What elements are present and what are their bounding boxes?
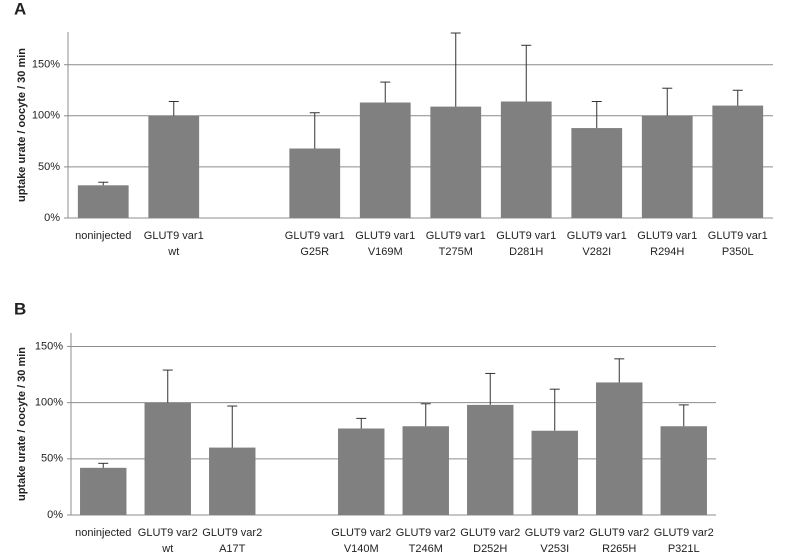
y-axis-title: uptake urate / oocyte / 30 min — [16, 347, 28, 501]
x-tick-label-line: GLUT9 var1 — [426, 230, 486, 242]
x-tick-label-line: P350L — [722, 246, 754, 258]
x-tick-label: GLUT9 var1 V282I — [567, 230, 627, 258]
bar — [80, 467, 127, 515]
x-tick-label-line: GLUT9 var1 — [637, 230, 697, 242]
x-tick-label-line: wt — [167, 246, 179, 258]
bar — [144, 402, 191, 515]
x-tick-label-line: GLUT9 var2 — [331, 527, 391, 539]
bar — [289, 148, 341, 218]
y-tick-label: 100% — [32, 110, 60, 122]
bar — [712, 105, 764, 218]
x-tick-label: noninjected — [75, 230, 131, 242]
x-tick-label-line: T275M — [439, 246, 473, 258]
bar — [148, 115, 200, 218]
x-tick-label: GLUT9 var2 P321L — [654, 527, 714, 554]
bar — [500, 101, 552, 218]
bar — [359, 102, 411, 218]
x-tick-label-line: GLUT9 var2 — [138, 527, 198, 539]
x-tick-label-line: R294H — [650, 246, 684, 258]
bar — [430, 106, 482, 218]
x-tick-label-line: wt — [161, 543, 173, 554]
y-tick-label: 50% — [41, 453, 63, 465]
x-tick-label-line: GLUT9 var2 — [589, 527, 649, 539]
bar — [467, 404, 514, 515]
x-tick-label-line: GLUT9 var2 — [202, 527, 262, 539]
x-tick-label-line: A17T — [219, 543, 246, 554]
x-tick-label-line: GLUT9 var1 — [496, 230, 556, 242]
x-tick-label-line: P321L — [668, 543, 700, 554]
x-tick-label-line: V140M — [344, 543, 379, 554]
panel-label: A — [14, 0, 26, 18]
bar — [641, 115, 693, 218]
x-tick-label: GLUT9 var1 D281H — [496, 230, 556, 258]
panel-label: B — [14, 299, 26, 318]
x-tick-label-line: R265H — [602, 543, 636, 554]
y-tick-label: 50% — [38, 161, 60, 173]
x-tick-label-line: GLUT9 var1 — [708, 230, 768, 242]
x-tick-label: GLUT9 var2 D252H — [460, 527, 520, 554]
x-tick-label-line: noninjected — [75, 527, 131, 539]
y-tick-label: 150% — [32, 59, 60, 71]
x-tick-label: GLUT9 var1 T275M — [426, 230, 486, 258]
bar — [571, 128, 623, 218]
bar — [209, 447, 256, 515]
x-tick-label: GLUT9 var1 wt — [144, 230, 204, 258]
x-tick-label-line: GLUT9 var2 — [525, 527, 585, 539]
x-tick-label: noninjected — [75, 527, 131, 539]
y-tick-label: 0% — [47, 509, 63, 521]
bar — [338, 428, 385, 515]
x-tick-label-line: V253I — [540, 543, 569, 554]
x-tick-label-line: GLUT9 var1 — [567, 230, 627, 242]
x-tick-label-line: D281H — [509, 246, 543, 258]
x-tick-label: GLUT9 var1 P350L — [708, 230, 768, 258]
x-tick-label: GLUT9 var1 R294H — [637, 230, 697, 258]
bar — [596, 382, 643, 515]
x-tick-label: GLUT9 var1 G25R — [285, 230, 345, 258]
y-tick-label: 100% — [35, 397, 63, 409]
y-tick-label: 150% — [35, 340, 63, 352]
x-tick-label-line: GLUT9 var2 — [396, 527, 456, 539]
x-tick-label: GLUT9 var2 V253I — [525, 527, 585, 554]
y-axis-title: uptake urate / oocyte / 30 min — [16, 48, 28, 202]
x-tick-label-line: V169M — [368, 246, 403, 258]
x-tick-label: GLUT9 var2 R265H — [589, 527, 649, 554]
x-tick-label-line: T246M — [409, 543, 443, 554]
x-tick-label-line: GLUT9 var1 — [285, 230, 345, 242]
y-tick-label: 0% — [44, 212, 60, 224]
bar — [402, 426, 449, 515]
x-tick-label-line: D252H — [473, 543, 507, 554]
x-tick-label: GLUT9 var2 V140M — [331, 527, 391, 554]
x-tick-label-line: GLUT9 var2 — [654, 527, 714, 539]
x-tick-label-line: noninjected — [75, 230, 131, 242]
x-tick-label-line: GLUT9 var2 — [460, 527, 520, 539]
x-tick-label-line: V282I — [582, 246, 611, 258]
bar — [77, 185, 129, 218]
x-tick-label: GLUT9 var2 A17T — [202, 527, 262, 554]
x-tick-label: GLUT9 var1 V169M — [355, 230, 415, 258]
x-tick-label-line: G25R — [300, 246, 329, 258]
x-tick-label: GLUT9 var2 T246M — [396, 527, 456, 554]
bar — [660, 426, 707, 515]
x-tick-label-line: GLUT9 var1 — [144, 230, 204, 242]
x-tick-label-line: GLUT9 var1 — [355, 230, 415, 242]
bar — [531, 430, 578, 515]
x-tick-label: GLUT9 var2 wt — [138, 527, 198, 554]
